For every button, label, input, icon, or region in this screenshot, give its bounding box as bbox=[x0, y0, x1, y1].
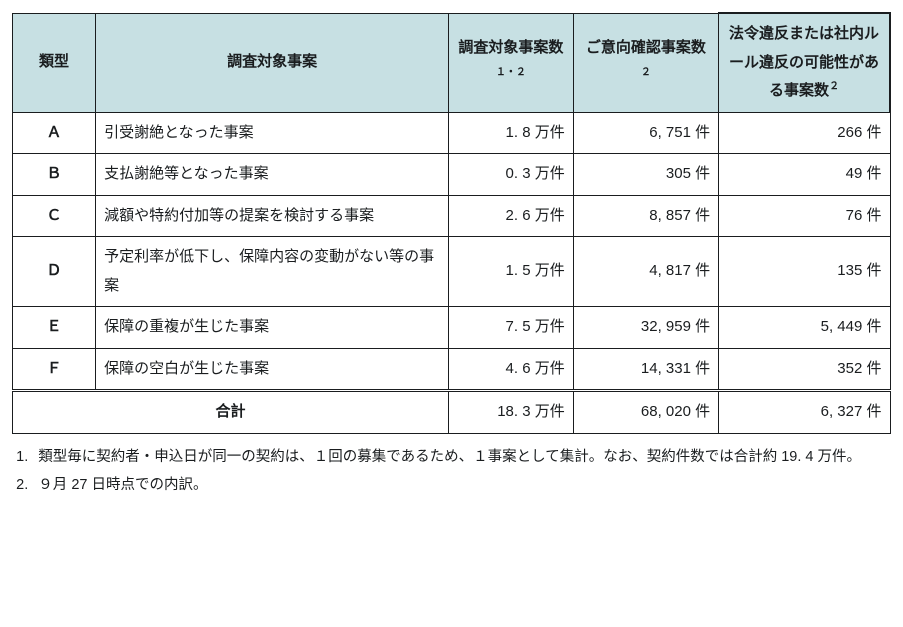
cell-v2: 6, 751 件 bbox=[573, 112, 718, 154]
table-row: Ｂ 支払謝絶等となった事案 0. 3 万件 305 件 49 件 bbox=[13, 154, 891, 196]
col-header-v3-sup: ２ bbox=[829, 81, 839, 92]
cell-v2: 4, 817 件 bbox=[573, 237, 718, 307]
table-body: Ａ 引受謝絶となった事案 1. 8 万件 6, 751 件 266 件 Ｂ 支払… bbox=[13, 112, 891, 433]
cell-type: Ｂ bbox=[13, 154, 96, 196]
cell-v3: 49 件 bbox=[719, 154, 890, 196]
col-header-v3-text: 法令違反または社内ルール違反の可能性がある事案数 bbox=[729, 25, 879, 99]
table-row: Ｆ 保障の空白が生じた事案 4. 6 万件 14, 331 件 352 件 bbox=[13, 348, 891, 391]
table-total-row: 合計 18. 3 万件 68, 020 件 6, 327 件 bbox=[13, 391, 891, 434]
col-header-v3: 法令違反または社内ルール違反の可能性がある事案数２ bbox=[719, 13, 890, 112]
table-row: Ａ 引受謝絶となった事案 1. 8 万件 6, 751 件 266 件 bbox=[13, 112, 891, 154]
cell-desc: 保障の重複が生じた事案 bbox=[96, 307, 449, 349]
cell-v2: 32, 959 件 bbox=[573, 307, 718, 349]
cases-table: 類型 調査対象事案 調査対象事案数 １・２ ご意向確認事案数 ２ 法令違反または社内… bbox=[12, 12, 891, 434]
table-row: Ｃ 減額や特約付加等の提案を検討する事案 2. 6 万件 8, 857 件 76… bbox=[13, 195, 891, 237]
cell-v3: 266 件 bbox=[719, 112, 890, 154]
cell-type: Ａ bbox=[13, 112, 96, 154]
col-header-desc: 調査対象事案 bbox=[96, 13, 449, 112]
cell-desc: 引受謝絶となった事案 bbox=[96, 112, 449, 154]
cell-v1: 2. 6 万件 bbox=[449, 195, 574, 237]
col-header-v2-sup: ２ bbox=[641, 67, 651, 78]
cell-v2: 14, 331 件 bbox=[573, 348, 718, 391]
cell-v2: 8, 857 件 bbox=[573, 195, 718, 237]
cell-desc: 減額や特約付加等の提案を検討する事案 bbox=[96, 195, 449, 237]
col-header-type: 類型 bbox=[13, 13, 96, 112]
cell-total-label: 合計 bbox=[13, 391, 449, 434]
col-header-v2: ご意向確認事案数 ２ bbox=[573, 13, 718, 112]
footnote-1: 類型毎に契約者・申込日が同一の契約は、１回の募集であるため、１事案として集計。な… bbox=[32, 444, 891, 471]
cell-v3: 352 件 bbox=[719, 348, 890, 391]
cell-v2: 305 件 bbox=[573, 154, 718, 196]
table-row: Ｅ 保障の重複が生じた事案 7. 5 万件 32, 959 件 5, 449 件 bbox=[13, 307, 891, 349]
cell-type: Ｅ bbox=[13, 307, 96, 349]
cell-type: Ｃ bbox=[13, 195, 96, 237]
col-header-v1: 調査対象事案数 １・２ bbox=[449, 13, 574, 112]
cell-desc: 保障の空白が生じた事案 bbox=[96, 348, 449, 391]
cell-v3: 76 件 bbox=[719, 195, 890, 237]
cell-v1: 1. 5 万件 bbox=[449, 237, 574, 307]
cell-v3: 135 件 bbox=[719, 237, 890, 307]
cell-desc: 支払謝絶等となった事案 bbox=[96, 154, 449, 196]
col-header-v1-text: 調査対象事案数 bbox=[458, 39, 563, 56]
cell-v1: 1. 8 万件 bbox=[449, 112, 574, 154]
cell-total-v1: 18. 3 万件 bbox=[449, 391, 574, 434]
cell-v1: 0. 3 万件 bbox=[449, 154, 574, 196]
cell-v3: 5, 449 件 bbox=[719, 307, 890, 349]
footnotes: 類型毎に契約者・申込日が同一の契約は、１回の募集であるため、１事案として集計。な… bbox=[12, 444, 891, 500]
cell-v1: 7. 5 万件 bbox=[449, 307, 574, 349]
cell-desc: 予定利率が低下し、保障内容の変動がない等の事案 bbox=[96, 237, 449, 307]
cell-total-v2: 68, 020 件 bbox=[573, 391, 718, 434]
col-header-v1-sup: １・２ bbox=[496, 67, 526, 78]
footnote-2: ９月 27 日時点での内訳。 bbox=[32, 472, 891, 499]
cell-total-v3: 6, 327 件 bbox=[719, 391, 890, 434]
col-header-v2-text: ご意向確認事案数 bbox=[586, 39, 706, 56]
table-header-row: 類型 調査対象事案 調査対象事案数 １・２ ご意向確認事案数 ２ 法令違反または社内… bbox=[13, 13, 891, 112]
cell-type: Ｄ bbox=[13, 237, 96, 307]
cell-v1: 4. 6 万件 bbox=[449, 348, 574, 391]
table-row: Ｄ 予定利率が低下し、保障内容の変動がない等の事案 1. 5 万件 4, 817… bbox=[13, 237, 891, 307]
cell-type: Ｆ bbox=[13, 348, 96, 391]
